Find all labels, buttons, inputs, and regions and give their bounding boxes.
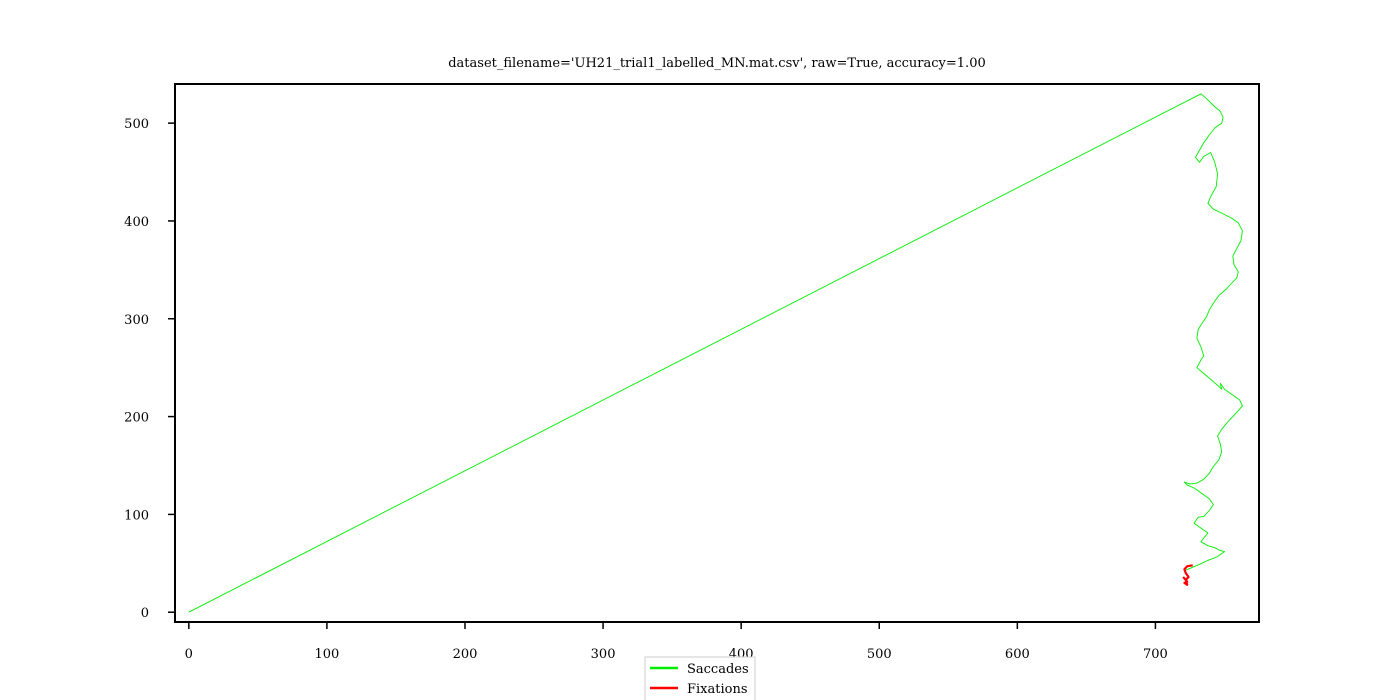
plot-area <box>188 93 1243 613</box>
x-tick-label: 0 <box>185 647 193 662</box>
x-tick-label: 500 <box>867 647 892 662</box>
x-tick-label: 600 <box>1005 647 1030 662</box>
chart-title: dataset_filename='UH21_trial1_labelled_M… <box>448 56 986 71</box>
y-tick-label: 400 <box>124 215 149 230</box>
legend-label-fixations: Fixations <box>687 682 748 697</box>
x-tick-label: 200 <box>453 647 478 662</box>
y-tick-label: 0 <box>141 606 149 621</box>
y-tick-label: 300 <box>124 313 149 328</box>
legend-label-saccades: Saccades <box>687 662 749 677</box>
y-tick-label: 200 <box>124 411 149 426</box>
y-tick-label: 500 <box>124 117 149 132</box>
series-line-saccades <box>188 93 1243 613</box>
y-axis: 0 100 200 300 400 500 <box>124 117 175 621</box>
legend: Saccades Fixations <box>644 656 756 700</box>
legend-box <box>644 656 756 700</box>
series-line-fixations <box>1182 564 1193 586</box>
plot-frame <box>174 83 1260 623</box>
x-tick-label: 300 <box>591 647 616 662</box>
y-tick-label: 100 <box>124 508 149 523</box>
x-tick-label: 700 <box>1143 647 1168 662</box>
x-tick-label: 100 <box>314 647 339 662</box>
